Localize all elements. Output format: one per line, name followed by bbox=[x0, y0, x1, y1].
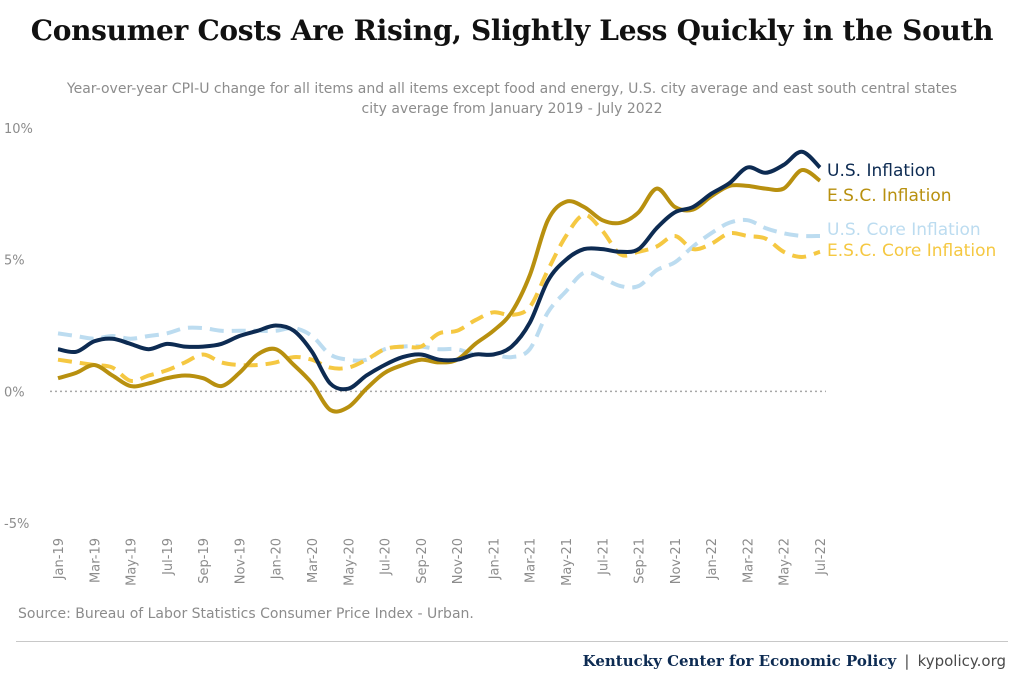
x-tick-label: Jan-20 bbox=[270, 538, 285, 580]
x-tick-label: Sep-19 bbox=[197, 538, 212, 584]
x-tick-label: May-22 bbox=[778, 538, 793, 586]
x-tick-label: Nov-19 bbox=[233, 538, 248, 584]
x-tick-label: Nov-20 bbox=[451, 538, 466, 584]
series-line-u-s-core-inflation bbox=[57, 217, 821, 363]
chart-title: Consumer Costs Are Rising, Slightly Less… bbox=[30, 14, 994, 47]
footer-org-name: Kentucky Center for Economic Policy bbox=[582, 652, 897, 670]
subtitle-line-2: city average from January 2019 - July 20… bbox=[361, 101, 663, 117]
y-tick-label: 0% bbox=[4, 385, 25, 400]
x-tick-label: Jan-21 bbox=[487, 538, 502, 580]
subtitle-line-1: Year-over-year CPI-U change for all item… bbox=[66, 81, 958, 97]
y-axis: 10% 5% 0% -5% bbox=[4, 122, 33, 532]
chart-subtitle: Year-over-year CPI-U change for all item… bbox=[0, 79, 1024, 119]
x-tick-label: Sep-20 bbox=[415, 538, 430, 584]
x-tick-label: Mar-20 bbox=[306, 538, 321, 583]
x-tick-label: May-21 bbox=[560, 538, 575, 586]
footer-url[interactable]: kypolicy.org bbox=[917, 652, 1006, 670]
series-line-e-s-c-inflation bbox=[57, 168, 822, 414]
x-tick-label: Mar-21 bbox=[524, 538, 539, 583]
series-line-u-s-inflation bbox=[57, 149, 822, 392]
series-labels: U.S. Inflation E.S.C. Inflation U.S. Core … bbox=[827, 161, 996, 261]
series-line-e-s-c-core-inflation bbox=[57, 212, 821, 384]
x-tick-label: May-20 bbox=[342, 538, 357, 586]
series-label: U.S. Core Inflation bbox=[827, 220, 981, 240]
x-tick-label: Jul-22 bbox=[814, 538, 829, 576]
source-note: Source: Bureau of Labor Statistics Consu… bbox=[18, 606, 474, 622]
y-tick-label: 10% bbox=[4, 122, 33, 137]
series-layer bbox=[57, 149, 822, 414]
x-tick-label: Mar-19 bbox=[88, 538, 103, 583]
series-label: U.S. Inflation bbox=[827, 161, 936, 181]
y-tick-label: -5% bbox=[4, 517, 29, 532]
x-tick-label: May-19 bbox=[125, 538, 140, 586]
footer-separator: | bbox=[904, 652, 910, 670]
y-tick-label: 5% bbox=[4, 254, 25, 269]
x-tick-label: Jul-19 bbox=[161, 538, 176, 576]
x-tick-label: Jul-21 bbox=[596, 538, 611, 576]
series-label: E.S.C. Inflation bbox=[827, 186, 952, 206]
x-tick-label: Mar-22 bbox=[741, 538, 756, 583]
x-tick-label: Jan-22 bbox=[705, 538, 720, 580]
footer: Kentucky Center for Economic Policy | ky… bbox=[583, 652, 1006, 670]
x-axis: Jan-19 Mar-19 May-19 Jul-19 Sep-19 Nov-19 Jan-… bbox=[52, 538, 829, 586]
x-tick-label: Nov-21 bbox=[669, 538, 684, 584]
footer-divider bbox=[16, 641, 1008, 642]
x-tick-label: Jan-19 bbox=[52, 538, 67, 580]
series-label: E.S.C. Core Inflation bbox=[827, 241, 996, 261]
x-tick-label: Sep-21 bbox=[633, 538, 648, 584]
x-tick-label: Jul-20 bbox=[379, 538, 394, 576]
